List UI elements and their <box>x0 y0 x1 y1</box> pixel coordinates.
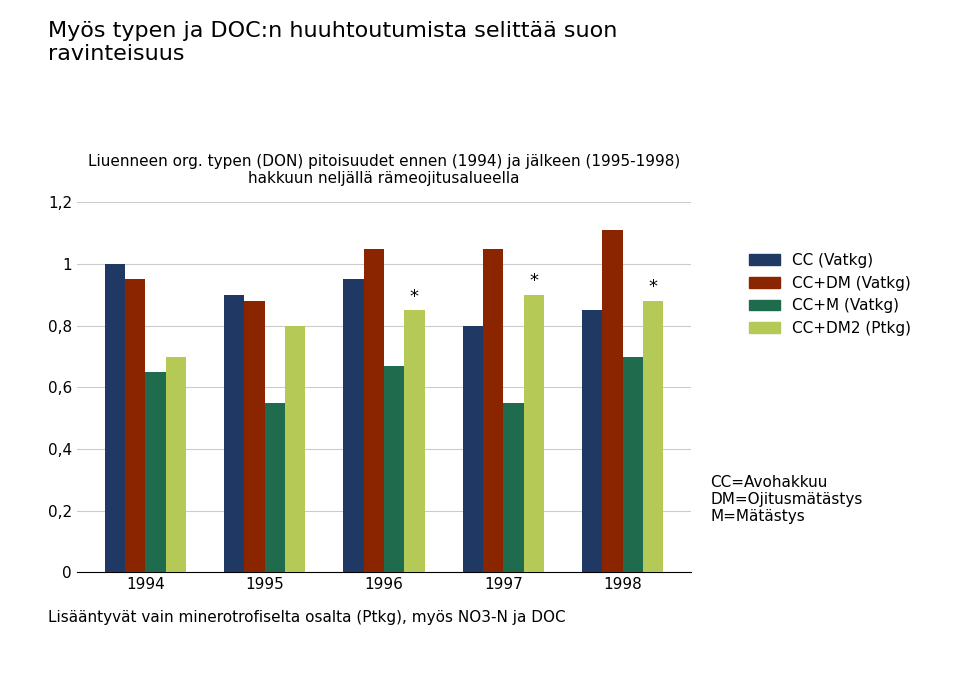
Bar <box>582 311 603 572</box>
Bar <box>523 295 544 572</box>
Text: Lisääntyvät vain minerotrofiselta osalta (Ptkg), myös NO3-N ja DOC: Lisääntyvät vain minerotrofiselta osalta… <box>48 610 565 625</box>
Bar <box>483 248 503 572</box>
Bar <box>285 326 305 572</box>
Bar <box>384 366 404 572</box>
Bar <box>463 326 483 572</box>
Legend: CC (Vatkg), CC+DM (Vatkg), CC+M (Vatkg), CC+DM2 (Ptkg): CC (Vatkg), CC+DM (Vatkg), CC+M (Vatkg),… <box>743 247 917 342</box>
Bar <box>265 403 285 572</box>
Text: Myös typen ja DOC:n huuhtoutumista selittää suon
ravinteisuus: Myös typen ja DOC:n huuhtoutumista selit… <box>48 21 617 64</box>
Bar <box>603 230 623 572</box>
Bar <box>344 279 364 572</box>
Bar <box>364 248 384 572</box>
Text: *: * <box>649 279 658 297</box>
Bar <box>145 372 165 572</box>
Bar <box>245 301 265 572</box>
Text: *: * <box>529 272 539 290</box>
Bar <box>623 357 643 572</box>
Text: METLA: METLA <box>86 673 144 688</box>
Text: Liuenneen org. typen (DON) pitoisuudet ennen (1994) ja jälkeen (1995-1998)
hakku: Liuenneen org. typen (DON) pitoisuudet e… <box>88 154 680 186</box>
Bar <box>165 357 186 572</box>
Bar <box>643 301 663 572</box>
Bar <box>125 279 145 572</box>
Text: CC=Avohakkuu
DM=Ojitusmätästys
M=Mätästys: CC=Avohakkuu DM=Ojitusmätästys M=Mätästy… <box>710 475 863 524</box>
Text: *: * <box>410 288 419 306</box>
Bar <box>224 295 245 572</box>
Bar <box>105 264 125 572</box>
Bar <box>503 403 523 572</box>
Bar <box>404 311 424 572</box>
